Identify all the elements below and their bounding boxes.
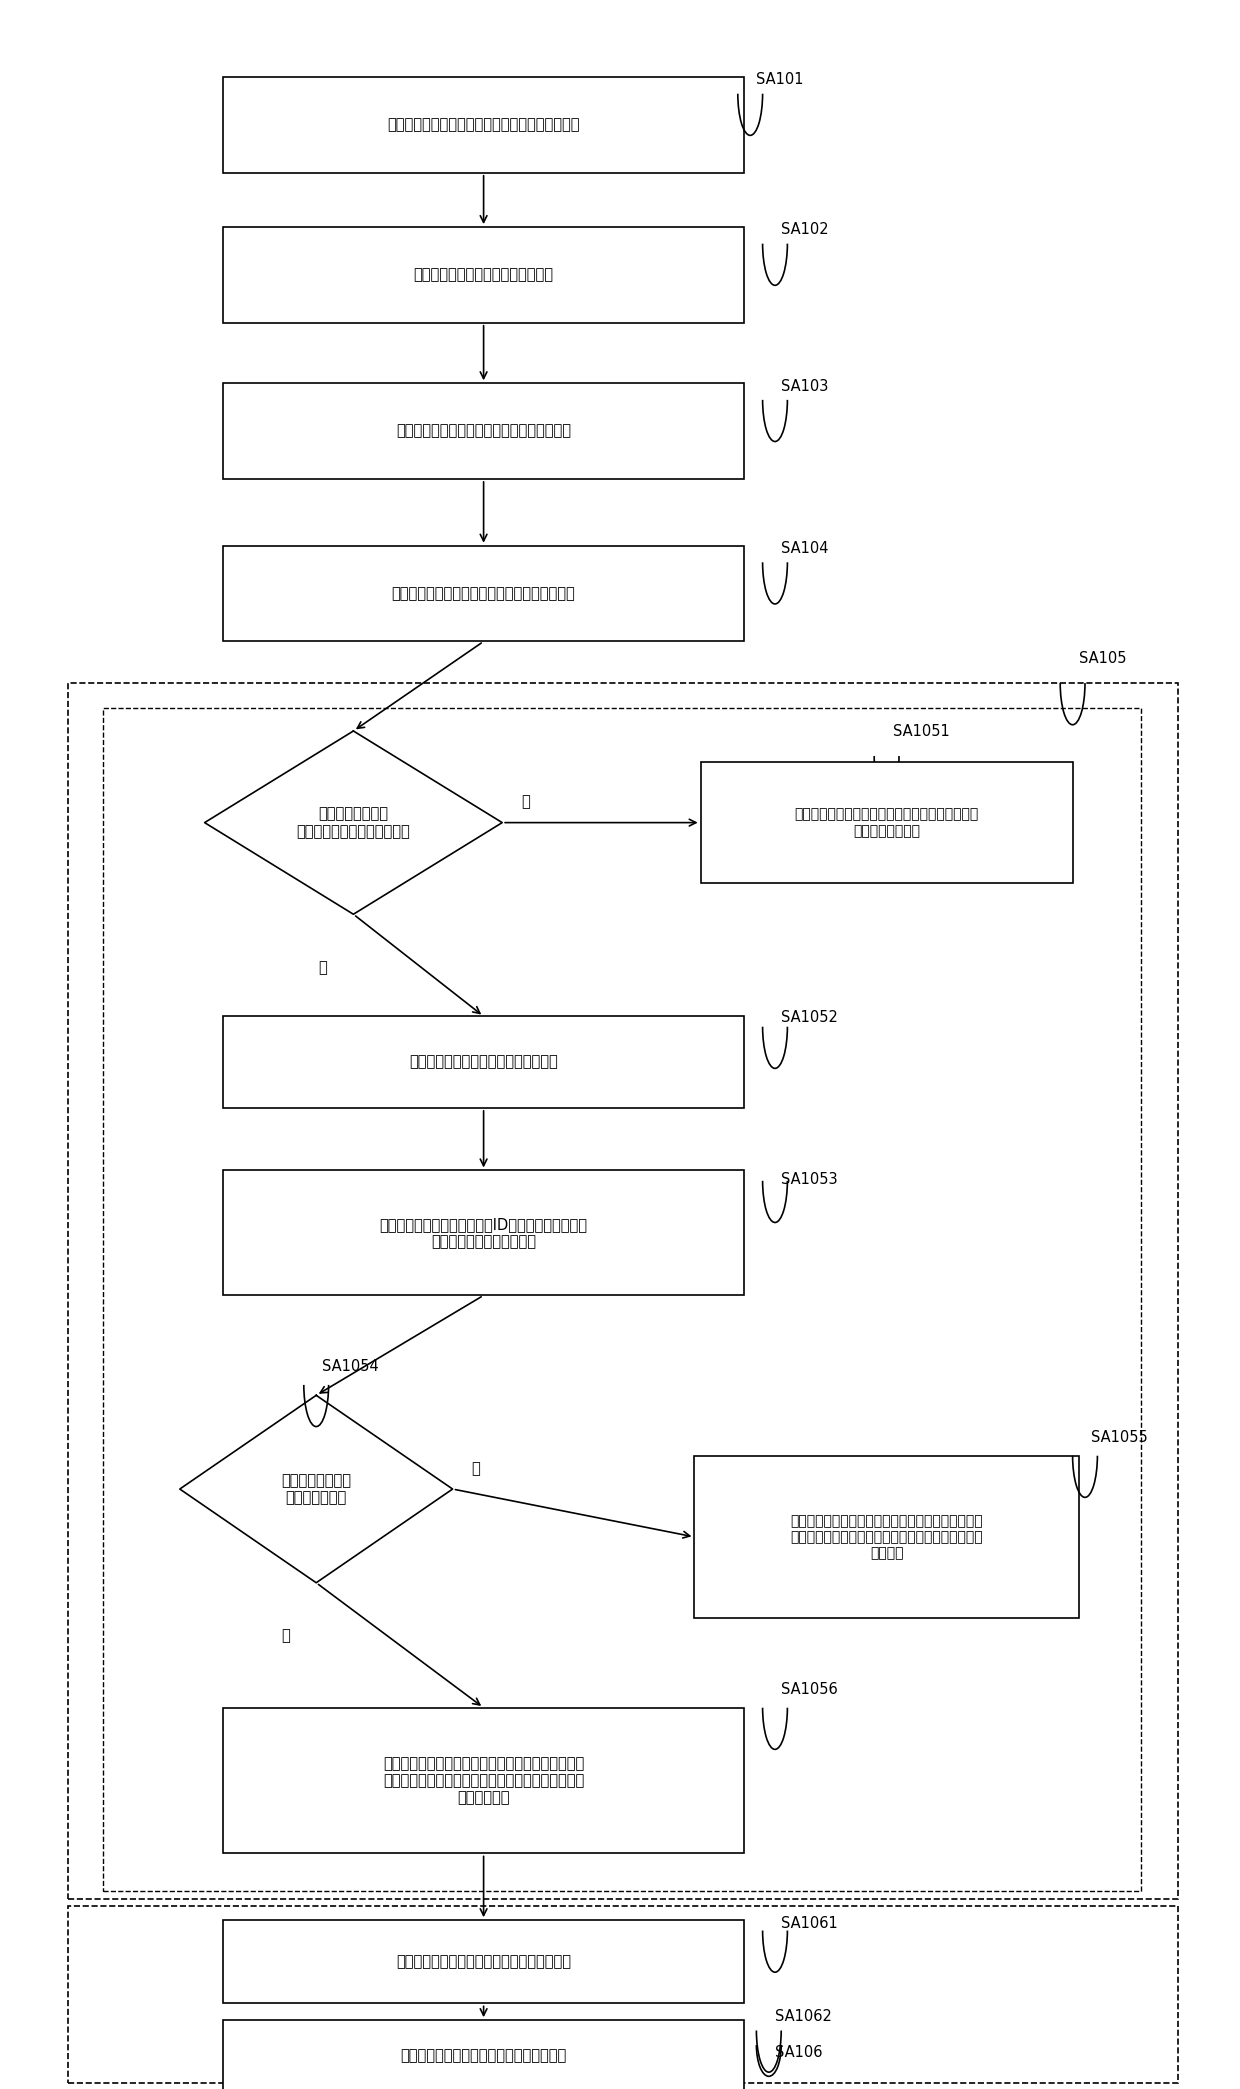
FancyBboxPatch shape bbox=[223, 382, 744, 478]
Text: SA106: SA106 bbox=[775, 2045, 822, 2060]
FancyBboxPatch shape bbox=[223, 77, 744, 173]
FancyBboxPatch shape bbox=[223, 1707, 744, 1853]
Text: 根据换电费用结算请求后进行换电费用结算: 根据换电费用结算请求后进行换电费用结算 bbox=[401, 2047, 567, 2064]
Text: SA102: SA102 bbox=[781, 221, 828, 238]
Text: 是: 是 bbox=[471, 1460, 480, 1475]
Text: SA1061: SA1061 bbox=[781, 1916, 838, 1930]
FancyBboxPatch shape bbox=[223, 545, 744, 641]
Text: SA1054: SA1054 bbox=[322, 1360, 379, 1375]
Text: 获取换电站智能设备发送的换电请求: 获取换电站智能设备发送的换电请求 bbox=[414, 267, 553, 282]
Text: SA101: SA101 bbox=[756, 73, 804, 88]
Text: SA1051: SA1051 bbox=[893, 725, 950, 740]
Text: SA103: SA103 bbox=[781, 378, 828, 393]
Text: SA104: SA104 bbox=[781, 541, 828, 556]
Text: 换电站服务端判断
实际电动车是否满足换电要求: 换电站服务端判断 实际电动车是否满足换电要求 bbox=[296, 806, 410, 840]
Text: SA1062: SA1062 bbox=[775, 2010, 832, 2024]
Text: 取消换电请求，换电站服务端向电动车用户客户端和
换电站智能设备发送第二提示信息，提醒电动车用户
进行充值: 取消换电请求，换电站服务端向电动车用户客户端和 换电站智能设备发送第二提示信息，… bbox=[790, 1515, 983, 1560]
Text: SA1053: SA1053 bbox=[781, 1172, 838, 1187]
FancyBboxPatch shape bbox=[223, 228, 744, 324]
FancyBboxPatch shape bbox=[694, 1456, 1079, 1619]
Text: 换电站服务端计算电动车的预授权费用: 换电站服务端计算电动车的预授权费用 bbox=[409, 1055, 558, 1070]
FancyBboxPatch shape bbox=[701, 762, 1073, 884]
Text: SA1056: SA1056 bbox=[781, 1682, 838, 1696]
Text: SA1052: SA1052 bbox=[781, 1009, 838, 1024]
Text: 换电站服务端取消换电请求，且向换电站智能设备
发送第一提示信息: 换电站服务端取消换电请求，且向换电站智能设备 发送第一提示信息 bbox=[795, 808, 978, 838]
FancyBboxPatch shape bbox=[223, 1015, 744, 1107]
Text: 获取换电站智能设备发送的换电费用结算请求: 获取换电站智能设备发送的换电费用结算请求 bbox=[396, 1955, 572, 1970]
Text: SA1055: SA1055 bbox=[1091, 1431, 1148, 1446]
Text: 换电站服务端与换电站智能设备之间建立通信连接: 换电站服务端与换电站智能设备之间建立通信连接 bbox=[387, 117, 580, 132]
FancyBboxPatch shape bbox=[223, 1920, 744, 2003]
Text: 根据换电请求向换电站智能设备发送换电指令: 根据换电请求向换电站智能设备发送换电指令 bbox=[396, 424, 572, 439]
Text: 否: 否 bbox=[521, 794, 529, 808]
Text: SA105: SA105 bbox=[1079, 652, 1126, 666]
Text: 否: 否 bbox=[280, 1629, 290, 1644]
Text: 换电站服务端在电动车用户的账户中冻结所述预授权
费用，且向电动车用户客户端和换电站智能设备发送
第三提示信息: 换电站服务端在电动车用户的账户中冻结所述预授权 费用，且向电动车用户客户端和换电… bbox=[383, 1755, 584, 1805]
Text: 是: 是 bbox=[317, 961, 327, 976]
Text: 获取换电站智能设备发送的换电费用预授权请求: 获取换电站智能设备发送的换电费用预授权请求 bbox=[392, 587, 575, 602]
FancyBboxPatch shape bbox=[223, 1170, 744, 1295]
Text: 判断账户余额是否
小于预授权费用: 判断账户余额是否 小于预授权费用 bbox=[281, 1473, 351, 1506]
FancyBboxPatch shape bbox=[223, 2020, 744, 2089]
Text: 换电站服务端根据电动车用户ID获取电动车用户的账
号，根据账号获取账户余额: 换电站服务端根据电动车用户ID获取电动车用户的账 号，根据账号获取账户余额 bbox=[379, 1216, 588, 1249]
